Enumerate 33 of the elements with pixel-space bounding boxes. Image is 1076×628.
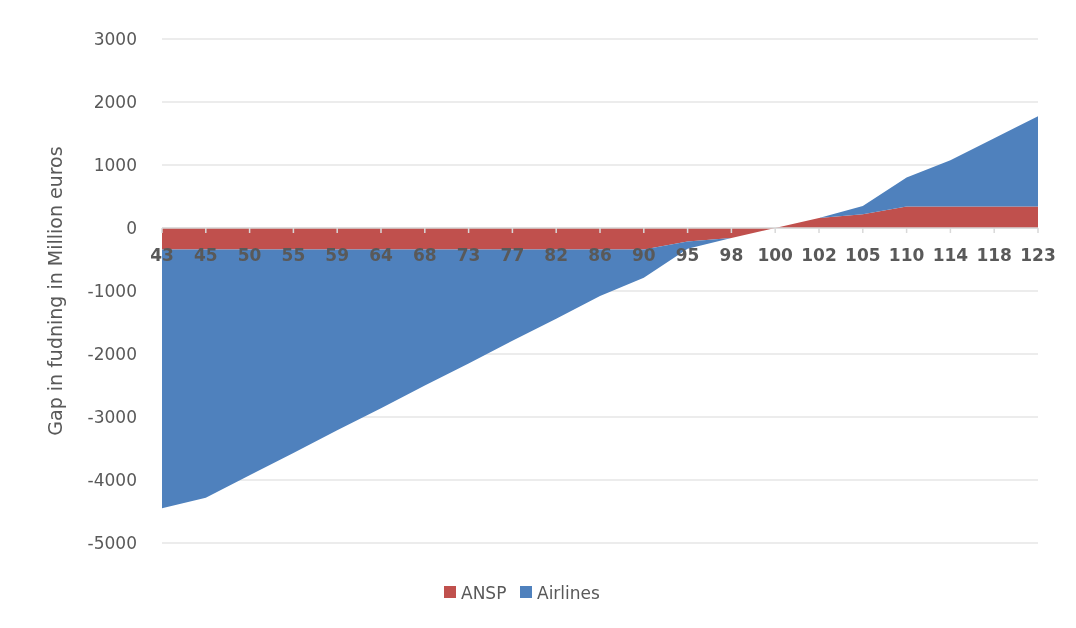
y-tick-label: -5000 — [87, 532, 137, 553]
x-tick-label: 45 — [193, 245, 218, 265]
x-tick-label: 102 — [801, 245, 837, 265]
x-tick-label: 68 — [412, 245, 437, 265]
x-tick-label: 90 — [631, 245, 656, 265]
x-tick-label: 98 — [719, 245, 744, 265]
x-tick-label: 118 — [976, 245, 1012, 265]
y-tick-label: -4000 — [87, 469, 137, 490]
x-tick-label: 82 — [544, 245, 569, 265]
x-tick-label: 64 — [369, 245, 393, 265]
y-tick-label: -2000 — [87, 343, 137, 364]
y-tick-label: 0 — [126, 217, 137, 238]
y-axis-title: Gap in fudning in Million euros — [44, 146, 66, 436]
x-tick-label: 123 — [1020, 245, 1056, 265]
y-tick-label: 1000 — [93, 154, 137, 175]
y-tick-label: 2000 — [93, 91, 137, 112]
x-tick-label: 114 — [932, 245, 969, 265]
y-tick-label: 3000 — [93, 28, 137, 49]
legend-label: Airlines — [537, 582, 601, 603]
x-tick-label: 43 — [150, 245, 174, 265]
x-tick-label: 95 — [675, 245, 700, 265]
y-tick-label: -1000 — [87, 280, 137, 301]
x-tick-label: 59 — [325, 245, 350, 265]
x-tick-label: 105 — [845, 245, 881, 265]
y-tick-label: -3000 — [87, 406, 137, 427]
legend-label: ANSP — [461, 582, 507, 603]
x-tick-label: 50 — [237, 245, 262, 265]
x-tick-label: 77 — [500, 245, 525, 265]
x-tick-label: 73 — [456, 245, 481, 265]
x-tick-label: 55 — [281, 245, 306, 265]
x-tick-label: 86 — [588, 245, 612, 265]
x-tick-label: 100 — [757, 245, 794, 265]
x-tick-label: 110 — [888, 245, 925, 265]
